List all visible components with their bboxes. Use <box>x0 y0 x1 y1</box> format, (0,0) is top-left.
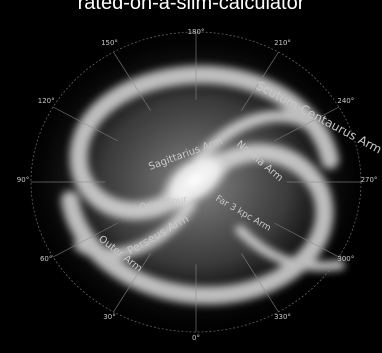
grid-spoke <box>113 51 151 111</box>
grid-spoke <box>52 222 118 258</box>
grid-spoke <box>113 253 151 313</box>
degree-labels: 0° 30° 60° 90° 120° 150° 180° 210° 240° 270° 300° 3… <box>17 28 378 342</box>
grid-spoke <box>52 106 118 142</box>
degree-label: 270° <box>361 176 378 184</box>
grid-spoke <box>241 51 279 111</box>
degree-label: 210° <box>274 39 291 47</box>
arm-4 <box>74 199 196 260</box>
degree-label: 30° <box>103 313 115 321</box>
spiral-arms <box>61 65 345 305</box>
arm-3 <box>194 110 316 166</box>
grid-spoke <box>274 222 340 258</box>
degree-label: 330° <box>274 313 291 321</box>
coordinate-grid <box>30 31 362 333</box>
degree-label: 90° <box>17 176 29 184</box>
degree-label: 120° <box>38 97 55 105</box>
grid-spoke <box>241 253 279 313</box>
degree-label: 180° <box>188 28 205 36</box>
arm-2 <box>69 65 339 220</box>
grid-spoke <box>274 106 340 142</box>
degree-label: 150° <box>101 39 118 47</box>
grid-spokes <box>31 32 361 332</box>
degree-label: 0° <box>192 334 200 342</box>
degree-label: 300° <box>337 255 354 263</box>
galactic-core <box>157 148 233 212</box>
arm-5 <box>235 225 345 272</box>
page-title-text: rated-on-a-slim-calculator <box>77 0 305 14</box>
degree-label: 60° <box>40 255 52 263</box>
degree-label: 240° <box>337 97 354 105</box>
page-title: rated-on-a-slim-calculator <box>0 0 382 28</box>
